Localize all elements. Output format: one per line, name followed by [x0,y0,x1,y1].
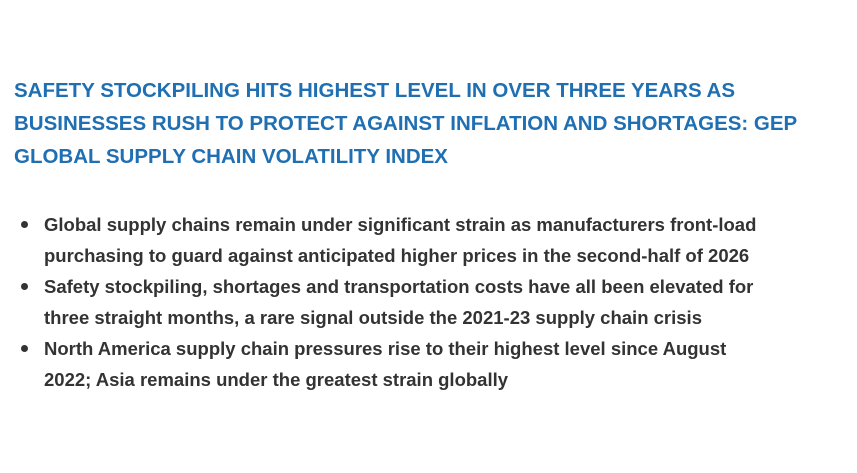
bullet-line: Global supply chains remain under signif… [44,214,757,235]
bullet-item: Safety stockpiling, shortages and transp… [0,271,756,333]
headline-line: BUSINESSES RUSH TO PROTECT AGAINST INFLA… [14,112,798,135]
headline-line: GLOBAL SUPPLY CHAIN VOLATILITY INDEX [14,145,448,168]
headline: SAFETY STOCKPILING HITS HIGHEST LEVEL IN… [14,74,797,173]
bullet-line: three straight months, a rare signal out… [44,307,702,328]
bullet-item: North America supply chain pressures ris… [0,333,756,395]
bullet-line: 2022; Asia remains under the greatest st… [44,369,509,390]
bullet-list: Global supply chains remain under signif… [0,209,756,395]
bullet-line: purchasing to guard against anticipated … [44,245,750,266]
headline-line: SAFETY STOCKPILING HITS HIGHEST LEVEL IN… [14,79,736,102]
bullet-item: Global supply chains remain under signif… [0,209,756,271]
bullet-line: Safety stockpiling, shortages and transp… [44,276,754,297]
bullet-line: North America supply chain pressures ris… [44,338,727,359]
